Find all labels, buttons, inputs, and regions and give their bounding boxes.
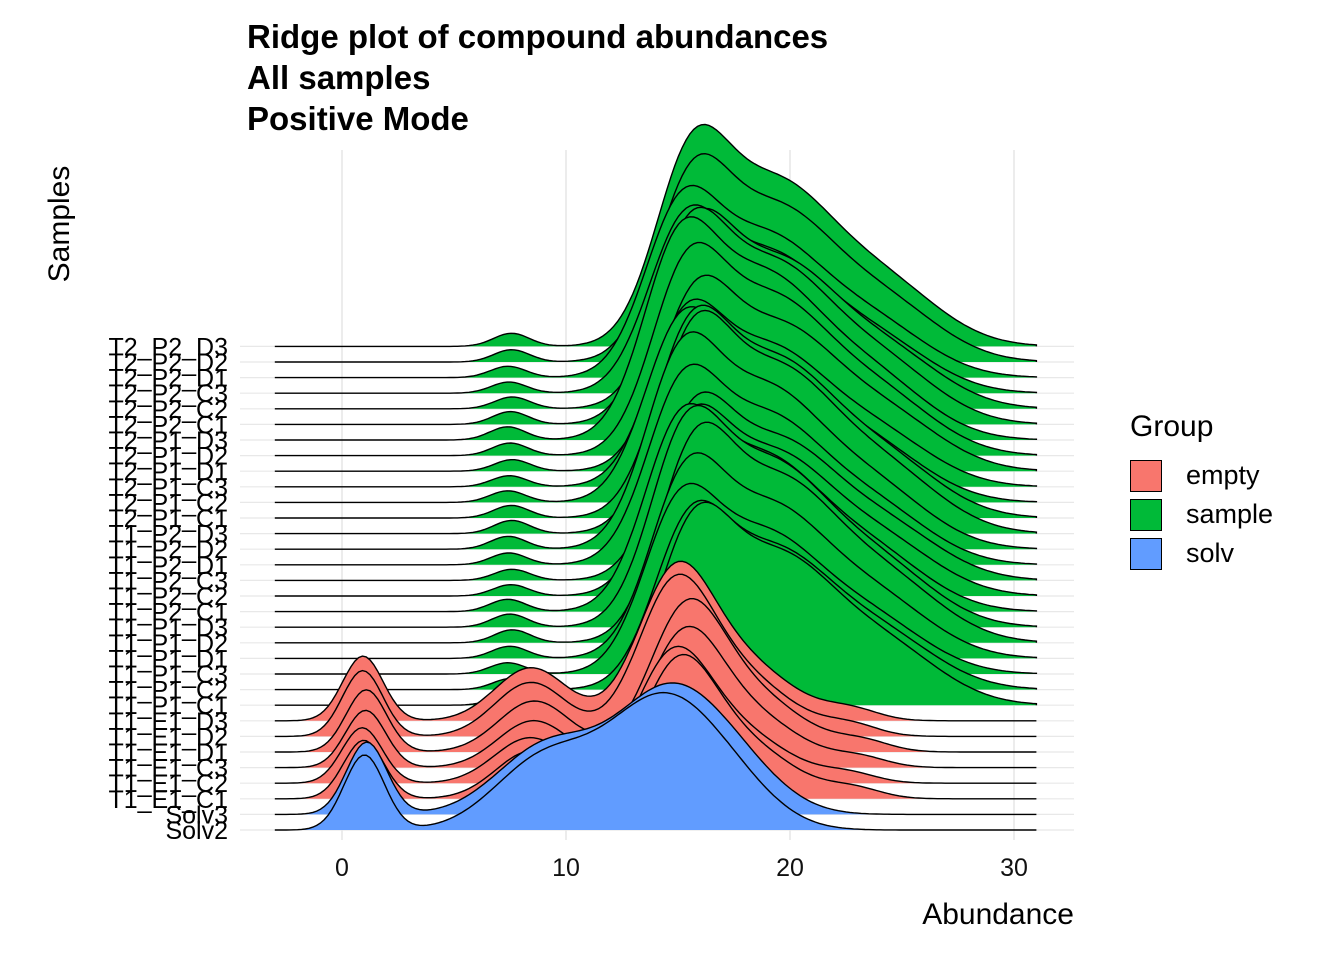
legend-label-empty: empty: [1186, 460, 1260, 490]
legend-key-sample: [1130, 498, 1162, 531]
x-tick-labels: 0 10 20 30: [335, 854, 1028, 882]
y-tick-label: T1_P1_D1: [108, 645, 228, 673]
y-tick-label: T2_P2_D1: [108, 365, 228, 393]
y-tick-label: T2_P2_C1: [108, 411, 228, 439]
x-tick-label: 10: [552, 854, 580, 882]
y-tick-label: T1_P1_C1: [108, 692, 228, 720]
y-tick-label: T1_E1_C3: [108, 755, 228, 783]
y-tick-label: T2_P2_C2: [108, 396, 228, 424]
ridge-Solv2: [274, 691, 1037, 831]
y-tick-label: T2_P1_C3: [108, 474, 228, 502]
y-tick-label: T2_P2_D3: [108, 333, 228, 361]
y-tick-label: T1_P2_D2: [108, 536, 228, 564]
legend-item-sample: sample: [1130, 495, 1273, 534]
y-tick-label: T1_P1_C2: [108, 677, 228, 705]
legend-title: Group: [1130, 410, 1214, 443]
y-tick-label: T1_P2_D1: [108, 552, 228, 580]
y-tick-label: Solv2: [165, 817, 228, 845]
y-tick-labels: Solv2Solv3T1_E1_C1T1_E1_C2T1_E1_C3T1_E1_…: [108, 333, 228, 845]
y-axis-label: Samples: [43, 165, 76, 283]
legend-item-empty: empty: [1130, 456, 1273, 495]
y-tick-label: Solv3: [165, 801, 228, 829]
x-tick-label: 30: [1000, 854, 1028, 882]
chart-title-line-3: Positive Mode: [247, 100, 469, 137]
legend-item-solv: solv: [1130, 534, 1273, 573]
y-tick-label: T2_P1_C2: [108, 489, 228, 517]
x-tick-label: 0: [335, 854, 349, 882]
y-tick-label: T1_E1_D2: [108, 723, 228, 751]
x-axis-label: Abundance: [922, 898, 1074, 931]
y-tick-label: T1_P1_D2: [108, 630, 228, 658]
y-tick-label: T1_E1_D1: [108, 739, 228, 767]
x-tick-label: 20: [776, 854, 804, 882]
y-tick-label: T2_P1_D2: [108, 443, 228, 471]
chart-title-line-1: Ridge plot of compound abundances: [247, 18, 829, 55]
legend-key-empty: [1130, 459, 1162, 492]
y-tick-label: T1_P1_D3: [108, 614, 228, 642]
y-tick-label: T2_P2_C3: [108, 380, 228, 408]
y-tick-label: T2_P2_D2: [108, 349, 228, 377]
legend-label-sample: sample: [1186, 499, 1274, 529]
chart-title-line-2: All samples: [247, 59, 431, 96]
y-tick-label: T1_P1_C3: [108, 661, 228, 689]
y-tick-label: T2_P1_D3: [108, 427, 228, 455]
ridges: [274, 123, 1038, 831]
y-tick-label: T1_E1_C1: [108, 786, 228, 814]
y-tick-label: T1_P2_C3: [108, 567, 228, 595]
y-tick-label: T2_P1_D1: [108, 458, 228, 486]
legend: Group empty sample solv: [1130, 410, 1273, 573]
y-tick-label: T2_P1_C1: [108, 505, 228, 533]
chart-title: Ridge plot of compound abundances All sa…: [247, 16, 828, 139]
y-tick-label: T1_E1_D3: [108, 708, 228, 736]
y-tick-label: T1_P2_C1: [108, 599, 228, 627]
legend-label-solv: solv: [1186, 538, 1235, 568]
y-tick-label: T1_E1_C2: [108, 770, 228, 798]
y-tick-label: T1_P2_D3: [108, 521, 228, 549]
y-tick-label: T1_P2_C2: [108, 583, 228, 611]
legend-key-solv: [1130, 537, 1162, 570]
